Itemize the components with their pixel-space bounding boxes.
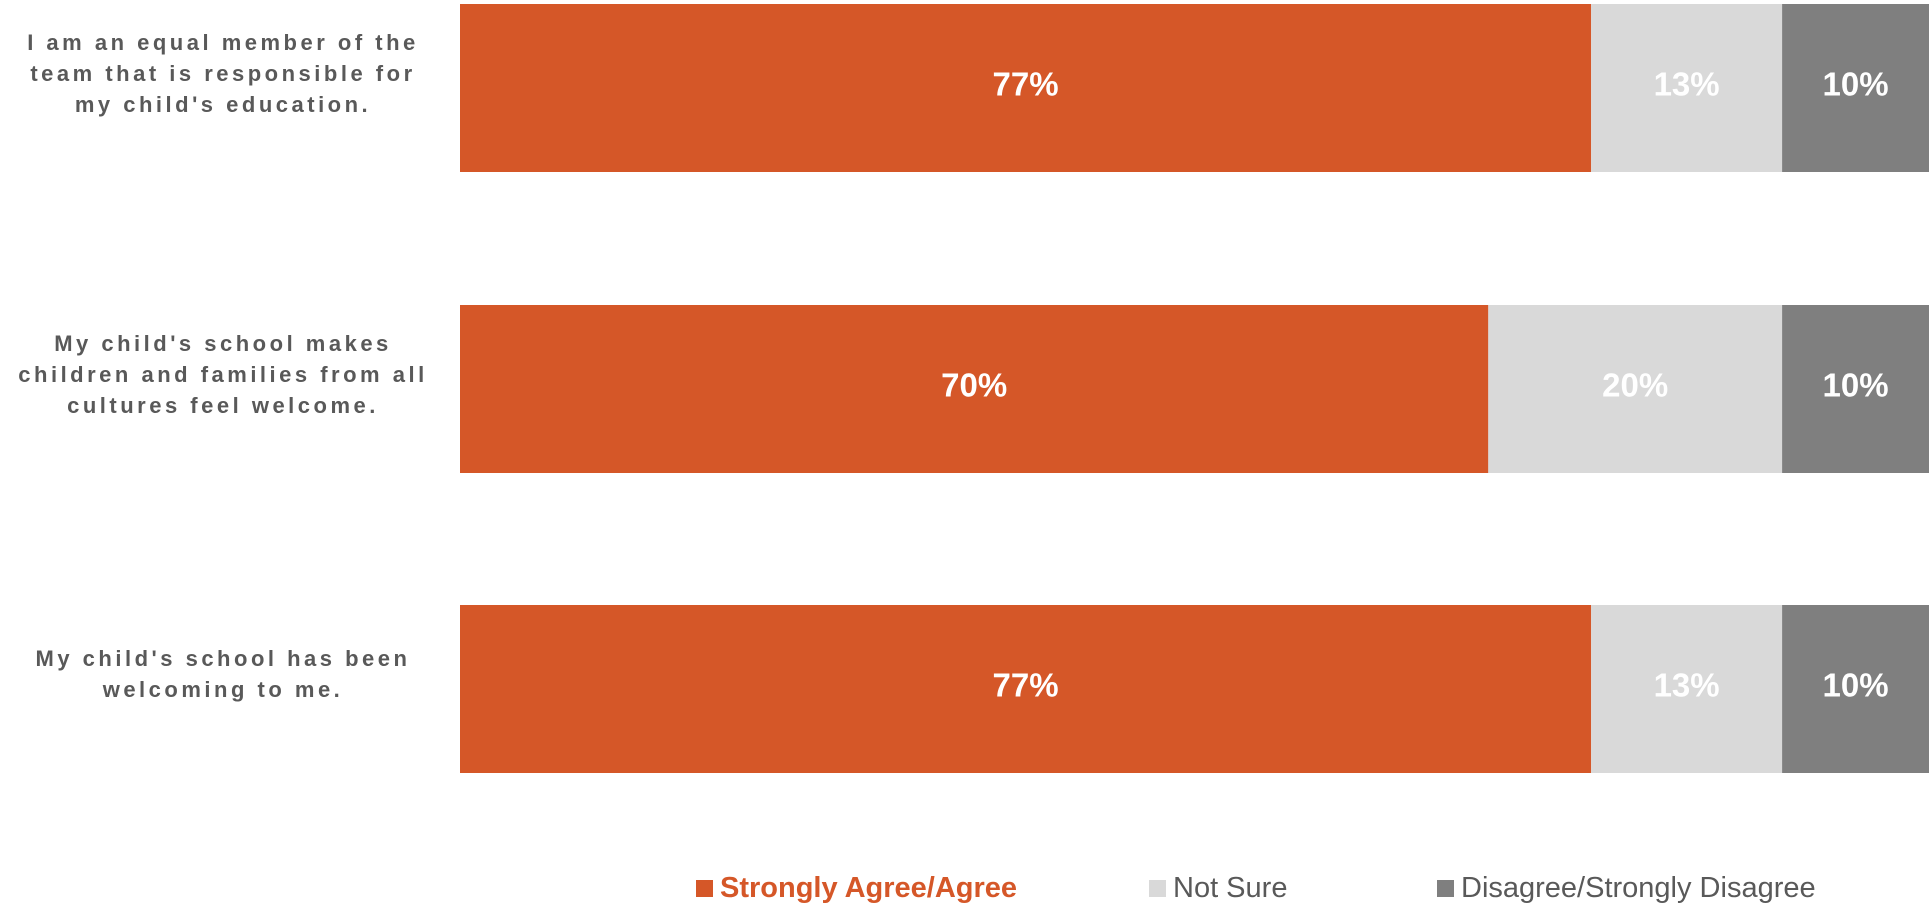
- value-label: 77%: [993, 66, 1059, 103]
- bar-segment: [460, 605, 1592, 773]
- bar-segment: [1591, 605, 1783, 773]
- bar-segment: [1591, 4, 1783, 172]
- value-label: 13%: [1654, 66, 1720, 103]
- value-label: 10%: [1823, 66, 1889, 103]
- category-label: My child's school makes children and fam…: [18, 330, 428, 418]
- bar-segment: [460, 4, 1592, 172]
- value-label: 70%: [941, 367, 1007, 404]
- value-label: 20%: [1602, 367, 1668, 404]
- legend-swatch: [696, 880, 713, 897]
- value-label: 10%: [1823, 667, 1889, 704]
- value-label: 77%: [993, 667, 1059, 704]
- bar-segment: [1782, 305, 1929, 473]
- bar-segment: [1782, 4, 1929, 172]
- value-label: 10%: [1823, 367, 1889, 404]
- value-label: 13%: [1654, 667, 1720, 704]
- bar-segment: [1782, 605, 1929, 773]
- legend-label: Disagree/Strongly Disagree: [1461, 872, 1816, 904]
- bar-segment: [1488, 305, 1783, 473]
- legend-label: Not Sure: [1173, 872, 1287, 904]
- legend-swatch: [1437, 880, 1454, 897]
- category-label: My child's school has been welcoming to …: [35, 646, 411, 702]
- legend-swatch: [1149, 880, 1166, 897]
- bar-segment: [460, 305, 1489, 473]
- category-label: I am an equal member of the team that is…: [27, 29, 419, 117]
- legend-label: Strongly Agree/Agree: [720, 872, 1017, 904]
